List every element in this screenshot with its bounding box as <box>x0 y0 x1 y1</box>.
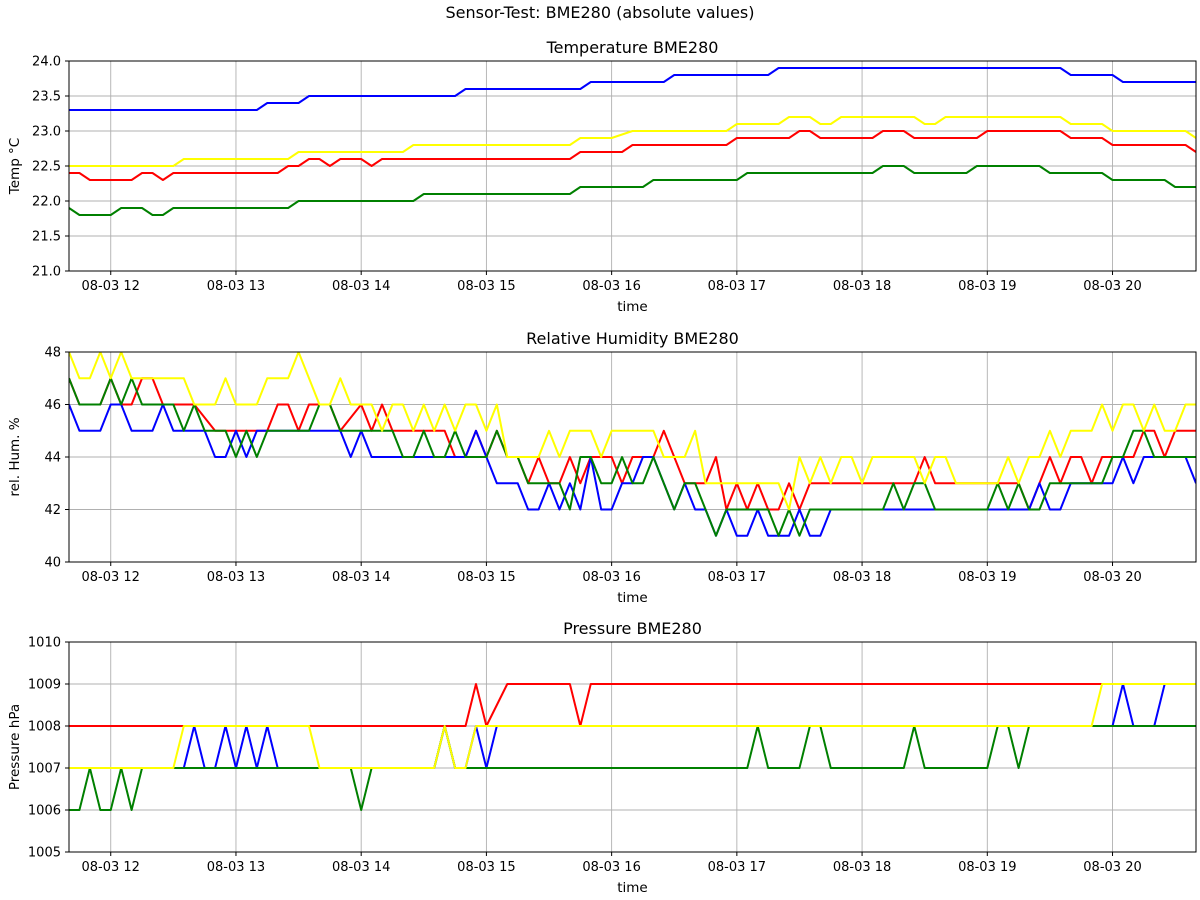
pressure-y-tick-label: 1010 <box>28 636 61 651</box>
temperature-y-tick-label: 22.0 <box>32 195 61 210</box>
pressure-x-tick-label: 08-03 13 <box>207 860 265 875</box>
pressure-chart: Pressure BME280 1005 1006 1007 1008 1009 1010 0… <box>7 619 1197 896</box>
temperature-x-tick-label: 08-03 19 <box>958 279 1016 294</box>
temperature-y-axis-label: Temp °C <box>7 138 23 195</box>
temperature-plot-frame <box>68 60 1197 272</box>
humidity-y-axis-label: rel. Hum. % <box>7 417 23 496</box>
temperature-x-axis-label: time <box>617 299 648 315</box>
pressure-series-line-4 <box>69 683 1196 769</box>
temperature-series-line-2 <box>69 116 1196 167</box>
temperature-y-tick-label: 21.0 <box>32 265 61 280</box>
humidity-chart: Relative Humidity BME280 40 42 44 46 48 08-03 … <box>7 329 1197 606</box>
humidity-x-tick-label: 08-03 20 <box>1083 570 1141 585</box>
pressure-x-axis-label: time <box>617 880 648 896</box>
humidity-y-tick-label: 44 <box>44 451 61 466</box>
humidity-x-tick-label: 08-03 13 <box>207 570 265 585</box>
temperature-chart-title: Temperature BME280 <box>546 38 719 57</box>
humidity-x-tick-label: 08-03 18 <box>833 570 891 585</box>
pressure-y-tick-label: 1009 <box>28 678 61 693</box>
pressure-plot-frame <box>68 641 1197 853</box>
temperature-series-line-1 <box>69 67 1196 111</box>
pressure-x-tick-label: 08-03 18 <box>833 860 891 875</box>
pressure-x-tick-label: 08-03 20 <box>1083 860 1141 875</box>
temperature-x-tick-label: 08-03 16 <box>582 279 640 294</box>
temperature-series-line-3 <box>69 130 1196 181</box>
temperature-x-tick-label: 08-03 12 <box>82 279 140 294</box>
pressure-x-tick-label: 08-03 14 <box>332 860 390 875</box>
humidity-x-axis-label: time <box>617 590 648 606</box>
humidity-series-line-3 <box>69 377 1196 537</box>
pressure-y-axis-label: Pressure hPa <box>7 704 23 790</box>
temperature-series-line-4 <box>69 165 1196 216</box>
humidity-y-tick-label: 46 <box>44 398 61 413</box>
temperature-y-tick-label: 21.5 <box>32 230 61 245</box>
temperature-x-tick-label: 08-03 20 <box>1083 279 1141 294</box>
humidity-y-tick-label: 48 <box>44 346 61 361</box>
pressure-y-tick-label: 1008 <box>28 720 61 735</box>
pressure-x-tick-label: 08-03 19 <box>958 860 1016 875</box>
humidity-x-tick-label: 08-03 15 <box>457 570 515 585</box>
temperature-y-tick-label: 22.5 <box>32 160 61 175</box>
temperature-y-tick-label: 23.5 <box>32 90 61 105</box>
temperature-x-tick-label: 08-03 15 <box>457 279 515 294</box>
humidity-x-tick-label: 08-03 16 <box>582 570 640 585</box>
pressure-x-tick-label: 08-03 17 <box>708 860 766 875</box>
figure-suptitle: Sensor-Test: BME280 (absolute values) <box>445 3 754 22</box>
humidity-plot-frame <box>68 351 1197 563</box>
humidity-x-tick-label: 08-03 19 <box>958 570 1016 585</box>
pressure-series-line-3 <box>69 725 1196 811</box>
pressure-y-tick-label: 1006 <box>28 804 61 819</box>
humidity-series-line-2 <box>69 403 1196 537</box>
humidity-chart-title: Relative Humidity BME280 <box>526 329 739 348</box>
pressure-y-tick-label: 1007 <box>28 762 61 777</box>
humidity-x-tick-label: 08-03 12 <box>82 570 140 585</box>
temperature-x-tick-label: 08-03 14 <box>332 279 390 294</box>
temperature-x-tick-label: 08-03 17 <box>708 279 766 294</box>
temperature-x-tick-label: 08-03 18 <box>833 279 891 294</box>
subplots-group: Temperature BME280 21.0 21.5 22.0 22.5 23.0 23… <box>7 38 1197 896</box>
humidity-x-tick-label: 08-03 14 <box>332 570 390 585</box>
pressure-x-tick-label: 08-03 16 <box>582 860 640 875</box>
pressure-y-tick-label: 1005 <box>28 846 61 861</box>
pressure-chart-title: Pressure BME280 <box>563 619 702 638</box>
temperature-chart: Temperature BME280 21.0 21.5 22.0 22.5 23.0 23… <box>7 38 1197 315</box>
temperature-y-tick-label: 23.0 <box>32 125 61 140</box>
pressure-x-tick-label: 08-03 12 <box>82 860 140 875</box>
humidity-y-tick-label: 40 <box>44 556 61 571</box>
humidity-y-tick-label: 42 <box>44 503 61 518</box>
temperature-y-tick-label: 24.0 <box>32 55 61 70</box>
humidity-series-line-4 <box>69 352 1196 511</box>
temperature-x-tick-label: 08-03 13 <box>207 279 265 294</box>
pressure-x-tick-label: 08-03 15 <box>457 860 515 875</box>
humidity-x-tick-label: 08-03 17 <box>708 570 766 585</box>
